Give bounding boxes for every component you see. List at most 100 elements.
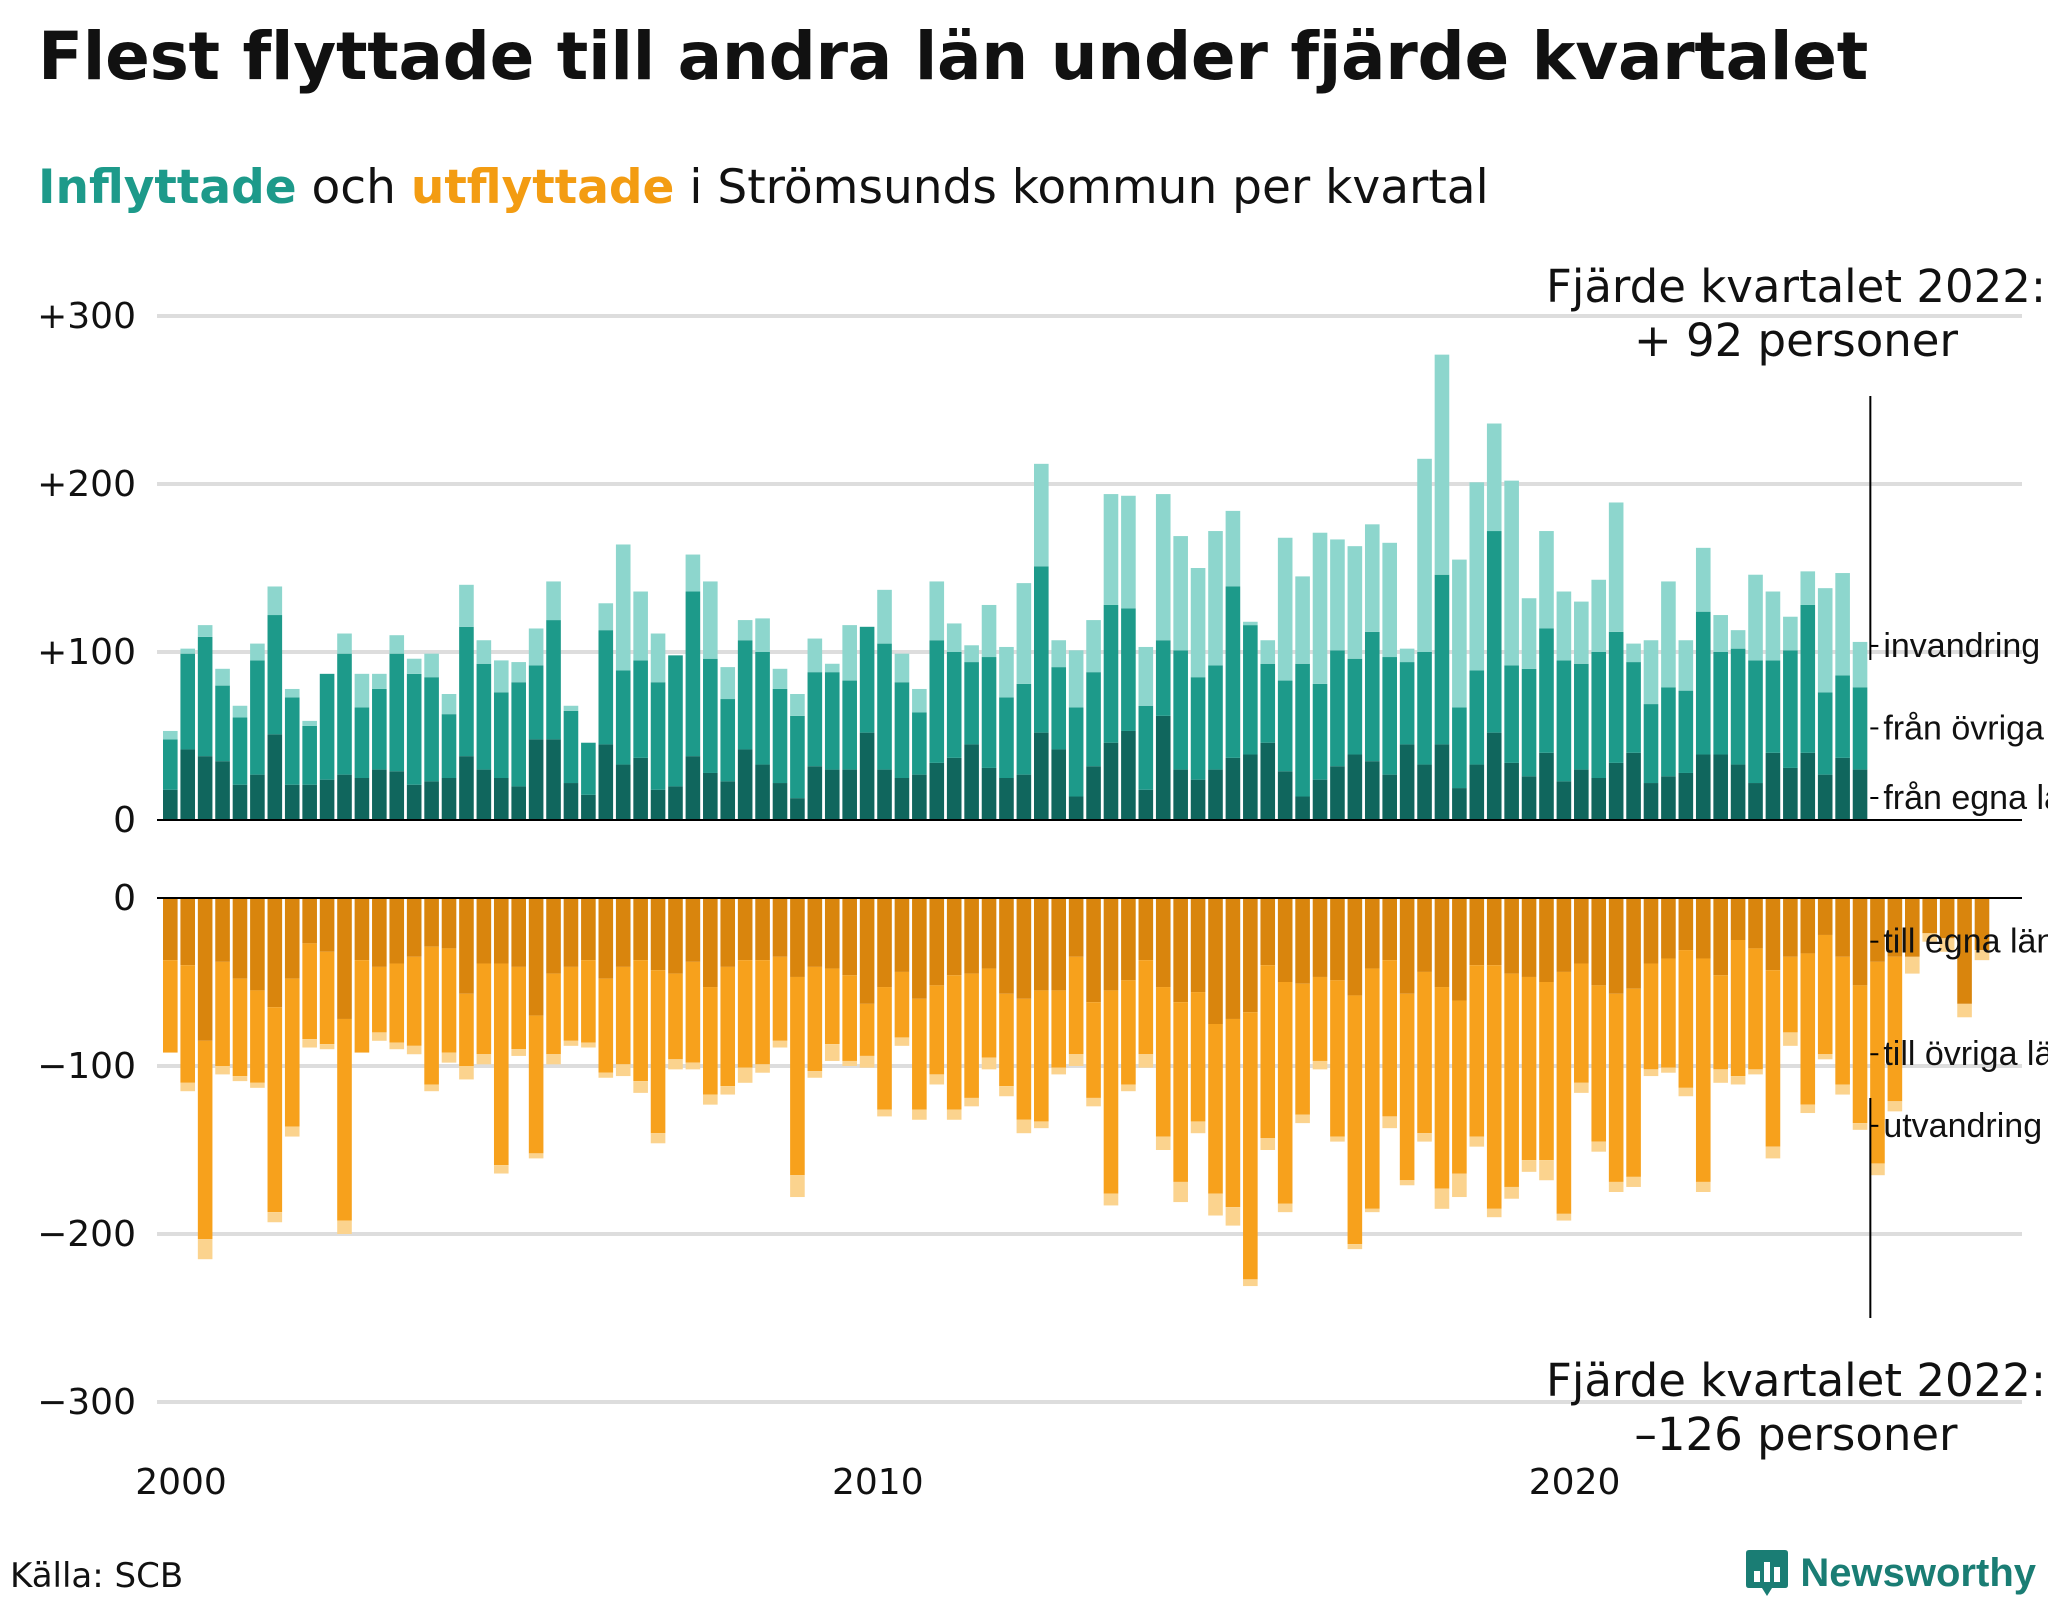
inflow-bar-segment: [1347, 658, 1363, 755]
inflow-bar-segment: [1434, 574, 1450, 745]
outflow-bar-segment: [493, 1165, 509, 1174]
outflow-bar-segment: [1504, 973, 1519, 1187]
outflow-bar-segment: [790, 1175, 805, 1198]
inflow-bar-segment: [1504, 480, 1519, 666]
inflow-bar-segment: [1626, 662, 1641, 753]
outflow-bar-segment: [1417, 971, 1432, 1134]
inflow-bar-segment: [1817, 588, 1833, 693]
inflow-bar-segment: [1312, 779, 1328, 820]
outflow-bar-segment: [441, 948, 457, 1053]
outflow-bar-segment: [1121, 898, 1136, 981]
outflow-bar-segment: [1086, 1097, 1101, 1107]
outflow-bar-segment: [1103, 898, 1119, 991]
outflow-bar-segment: [1277, 898, 1293, 982]
outflow-bar-segment: [1034, 990, 1049, 1122]
outflow-bar-segment: [163, 898, 178, 961]
inflow-bar-segment: [633, 660, 648, 758]
series-label: till övriga län: [1883, 1035, 2048, 1073]
inflow-bar-segment: [720, 699, 736, 782]
source-note: Källa: SCB: [10, 1556, 184, 1596]
outflow-bar-segment: [1486, 965, 1502, 1209]
inflow-bar-segment: [755, 652, 770, 765]
outflow-bar-segment: [1138, 1054, 1154, 1068]
outflow-bar-segment: [1922, 933, 1938, 942]
outflow-bar-segment: [389, 898, 405, 964]
inflow-bar-segment: [1295, 576, 1310, 664]
outflow-bar-segment: [1957, 898, 1972, 1004]
outflow-bar-segment: [598, 898, 614, 979]
inflow-bar-segment: [685, 756, 701, 820]
outflow-bar-segment: [337, 1018, 352, 1221]
outflow-bar-segment: [319, 898, 335, 952]
inflow-bar-segment: [737, 749, 753, 820]
outflow-bar-segment: [1678, 950, 1694, 1088]
outflow-bar-segment: [981, 1057, 997, 1070]
outflow-bar-segment: [1155, 1136, 1171, 1150]
inflow-bar-segment: [1678, 690, 1694, 773]
series-label: från övriga län: [1883, 709, 2048, 747]
inflow-bar-segment: [633, 757, 648, 820]
inflow-bar-segment: [1452, 788, 1467, 820]
outflow-bar-segment: [1870, 1163, 1885, 1176]
inflow-bar-segment: [1539, 628, 1554, 753]
inflow-bar-segment: [999, 646, 1014, 698]
inflow-bar-segment: [842, 625, 857, 681]
inflow-bar-segment: [267, 586, 283, 616]
outflow-bar-segment: [1817, 934, 1833, 1055]
inflow-bar-segment: [563, 705, 579, 711]
inflow-bar-segment: [1295, 663, 1310, 797]
inflow-bar-segment: [1643, 704, 1659, 784]
outflow-bar-segment: [1103, 1193, 1119, 1206]
outflow-bar-segment: [1695, 898, 1711, 959]
outflow-bar-segment: [1399, 993, 1415, 1181]
inflow-bar-segment: [1208, 665, 1223, 770]
outflow-bar-segment: [1277, 982, 1293, 1204]
outflow-bar-segment: [197, 898, 213, 1041]
inflow-bar-segment: [1243, 754, 1258, 820]
outflow-bar-segment: [615, 898, 631, 967]
outflow-bar-segment: [1922, 898, 1938, 934]
inflow-bar-segment: [755, 764, 770, 820]
outflow-bar-segment: [877, 898, 892, 988]
inflow-bar-segment: [424, 653, 439, 678]
outflow-bar-segment: [1765, 970, 1781, 1147]
inflow-bar-segment: [337, 653, 352, 775]
inflow-bar-segment: [250, 660, 265, 775]
outflow-bar-segment: [1382, 960, 1397, 1117]
inflow-bar-segment: [912, 688, 927, 713]
inflow-bar-segment: [1051, 667, 1067, 750]
inflow-bar-segment: [824, 663, 840, 673]
inflow-bar-segment: [1748, 783, 1763, 820]
inflow-bar-segment: [807, 672, 823, 767]
inflow-bar-segment: [1765, 752, 1781, 820]
inflow-bar-segment: [1852, 769, 1868, 820]
outflow-bar-segment: [720, 966, 736, 1087]
y-tick-label: +200: [37, 464, 136, 505]
outflow-bar-segment: [581, 960, 596, 1043]
inflow-bar-segment: [1695, 611, 1711, 755]
outflow-bar-segment: [372, 966, 387, 1033]
outflow-bar-segment: [1817, 898, 1833, 935]
inflow-bar-segment: [1016, 683, 1032, 775]
outflow-bar-segment: [1695, 1181, 1711, 1192]
outflow-bar-segment: [1312, 898, 1328, 977]
inflow-bar-segment: [1277, 771, 1293, 820]
inflow-bar-segment: [1034, 732, 1049, 820]
inflow-bar-segment: [215, 761, 230, 820]
outflow-bar-segment: [999, 993, 1014, 1087]
outflow-bar-segment: [1539, 1160, 1554, 1181]
outflow-bar-segment: [650, 1133, 666, 1144]
inflow-bar-segment: [824, 672, 840, 770]
inflow-bar-segment: [1608, 502, 1624, 632]
inflow-bar-segment: [790, 715, 805, 799]
inflow-bar-segment: [1382, 542, 1397, 658]
inflow-bar-segment: [1208, 769, 1223, 820]
inflow-bar-segment: [1312, 532, 1328, 684]
inflow-bar-segment: [441, 694, 457, 715]
inflow-bar-segment: [1225, 757, 1241, 820]
outflow-bar-segment: [232, 1076, 248, 1082]
outflow-bar-segment: [1173, 898, 1188, 1003]
outflow-bar-segment: [842, 975, 857, 1061]
inflow-bar-segment: [267, 615, 283, 735]
inflow-bar-segment: [668, 655, 683, 787]
